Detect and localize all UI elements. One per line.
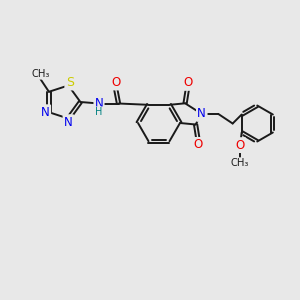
Text: N: N (64, 116, 73, 129)
Text: O: O (194, 138, 202, 152)
Text: S: S (66, 76, 74, 89)
Text: H: H (95, 107, 103, 117)
Text: N: N (41, 106, 50, 119)
Text: O: O (236, 139, 245, 152)
Text: N: N (94, 97, 103, 110)
Text: O: O (111, 76, 120, 89)
Text: CH₃: CH₃ (231, 158, 249, 168)
Text: CH₃: CH₃ (31, 69, 50, 79)
Text: O: O (183, 76, 192, 89)
Text: N: N (197, 107, 206, 120)
